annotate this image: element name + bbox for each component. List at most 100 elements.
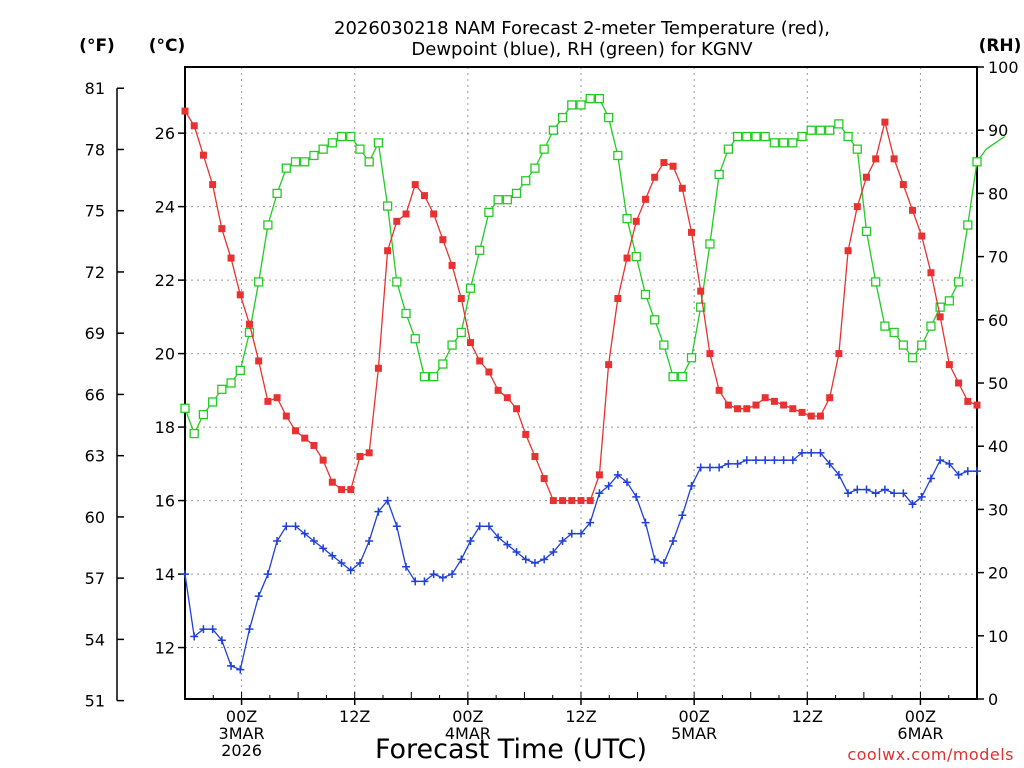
dewpoint-point (530, 559, 539, 568)
rh-point (631, 251, 641, 262)
temperature-point (614, 294, 622, 302)
rh-point (603, 112, 614, 123)
dewpoint-point (604, 481, 613, 490)
dewpoint-point (291, 522, 300, 531)
rh-point (244, 327, 255, 338)
x-tick-label: 00Z (226, 707, 257, 726)
rh-point (778, 138, 789, 148)
dewpoint-point (374, 507, 383, 516)
temperature-point (577, 497, 585, 505)
temperature-point (209, 181, 217, 189)
dewpoint-point (632, 492, 641, 501)
rh-point (539, 144, 549, 154)
temperature-point (780, 401, 788, 409)
dewpoint-point (411, 577, 420, 586)
dewpoint-point (227, 661, 236, 670)
dewpoint-point (678, 511, 687, 520)
fahrenheit-tick-label: 63 (85, 447, 105, 466)
celsius-unit-label: (°C) (149, 36, 186, 56)
rh-point (548, 125, 559, 135)
rh-point (272, 188, 282, 199)
temperature-point (255, 357, 263, 365)
fahrenheit-tick-label: 57 (85, 569, 105, 588)
rh-point (889, 327, 899, 338)
temperature-point (439, 236, 447, 244)
rh-point (686, 353, 697, 363)
temperature-point (964, 397, 972, 405)
dewpoint-point (402, 562, 411, 571)
celsius-tick-label: 12 (155, 639, 175, 658)
temperature-point (540, 475, 548, 483)
temperature-point (494, 386, 502, 394)
rh-point (511, 188, 522, 199)
temperature-point (273, 394, 281, 402)
fahrenheit-tick-label: 81 (85, 79, 105, 98)
rh-point (861, 226, 872, 236)
rh-unit-label: (RH) (979, 36, 1022, 56)
temperature-point (816, 412, 824, 420)
rh-point (567, 100, 577, 110)
rh-point (530, 163, 540, 173)
rh-point (815, 125, 826, 135)
rh-point (834, 119, 844, 129)
temperature-point (420, 192, 428, 200)
dewpoint-point (973, 467, 981, 476)
temperature-point (347, 486, 355, 494)
rh-point (180, 403, 190, 413)
dewpoint-point (742, 456, 751, 465)
dewpoint-point (751, 456, 760, 465)
temperature-point (706, 350, 714, 358)
dewpoint-point (199, 625, 208, 634)
fahrenheit-tick-label: 69 (85, 324, 105, 343)
temperature-point (292, 427, 300, 435)
celsius-tick-label: 24 (155, 198, 175, 217)
x-tick-label: 12Z (792, 707, 823, 726)
rh-tick-label: 30 (988, 500, 1008, 519)
rh-point (254, 277, 264, 287)
fahrenheit-tick-label: 54 (85, 630, 105, 649)
dewpoint-point (337, 559, 346, 568)
temperature-point (559, 497, 567, 505)
temperature-point (936, 313, 944, 321)
temperature-point (945, 361, 953, 369)
temperature-point (328, 478, 336, 486)
rh-point (355, 144, 365, 154)
rh-point (852, 144, 862, 154)
dewpoint-point (936, 456, 945, 465)
temperature-point (402, 210, 410, 218)
dewpoint-point (687, 481, 696, 490)
temperature-point (282, 412, 290, 420)
x-axis-label: Forecast Time (UTC) (375, 734, 647, 765)
temperature-point (853, 203, 861, 211)
x-tick-label: 12Z (565, 707, 596, 726)
rh-point (465, 283, 476, 293)
rh-point (907, 353, 918, 363)
rh-point (346, 131, 356, 142)
temperature-point (770, 397, 778, 405)
dewpoint-point (484, 522, 493, 531)
temperature-point (430, 210, 438, 218)
rh-tick-label: 10 (988, 627, 1008, 646)
dewpoint-point (816, 448, 825, 457)
x-tick-label: 5MAR (671, 724, 717, 743)
dewpoint-point (181, 570, 189, 579)
rh-point (263, 220, 273, 230)
fahrenheit-tick-label: 60 (85, 508, 105, 527)
fahrenheit-tick-label: 66 (85, 385, 105, 404)
x-tick-label: 2026 (221, 741, 262, 760)
rh-point (696, 302, 706, 312)
temperature-point (549, 497, 557, 505)
rh-point (300, 157, 310, 167)
rh-point (576, 100, 586, 110)
x-tick-label: 6MAR (897, 724, 943, 743)
rh-point (484, 207, 494, 218)
dewpoint-point (549, 548, 558, 557)
fahrenheit-tick-label: 75 (85, 202, 105, 221)
rh-point (557, 112, 568, 123)
dewpoint-point (908, 500, 917, 509)
temperature-point (457, 294, 465, 302)
dewpoint-point (862, 485, 871, 494)
temperature-point (356, 452, 364, 460)
dewpoint-point (328, 551, 337, 560)
